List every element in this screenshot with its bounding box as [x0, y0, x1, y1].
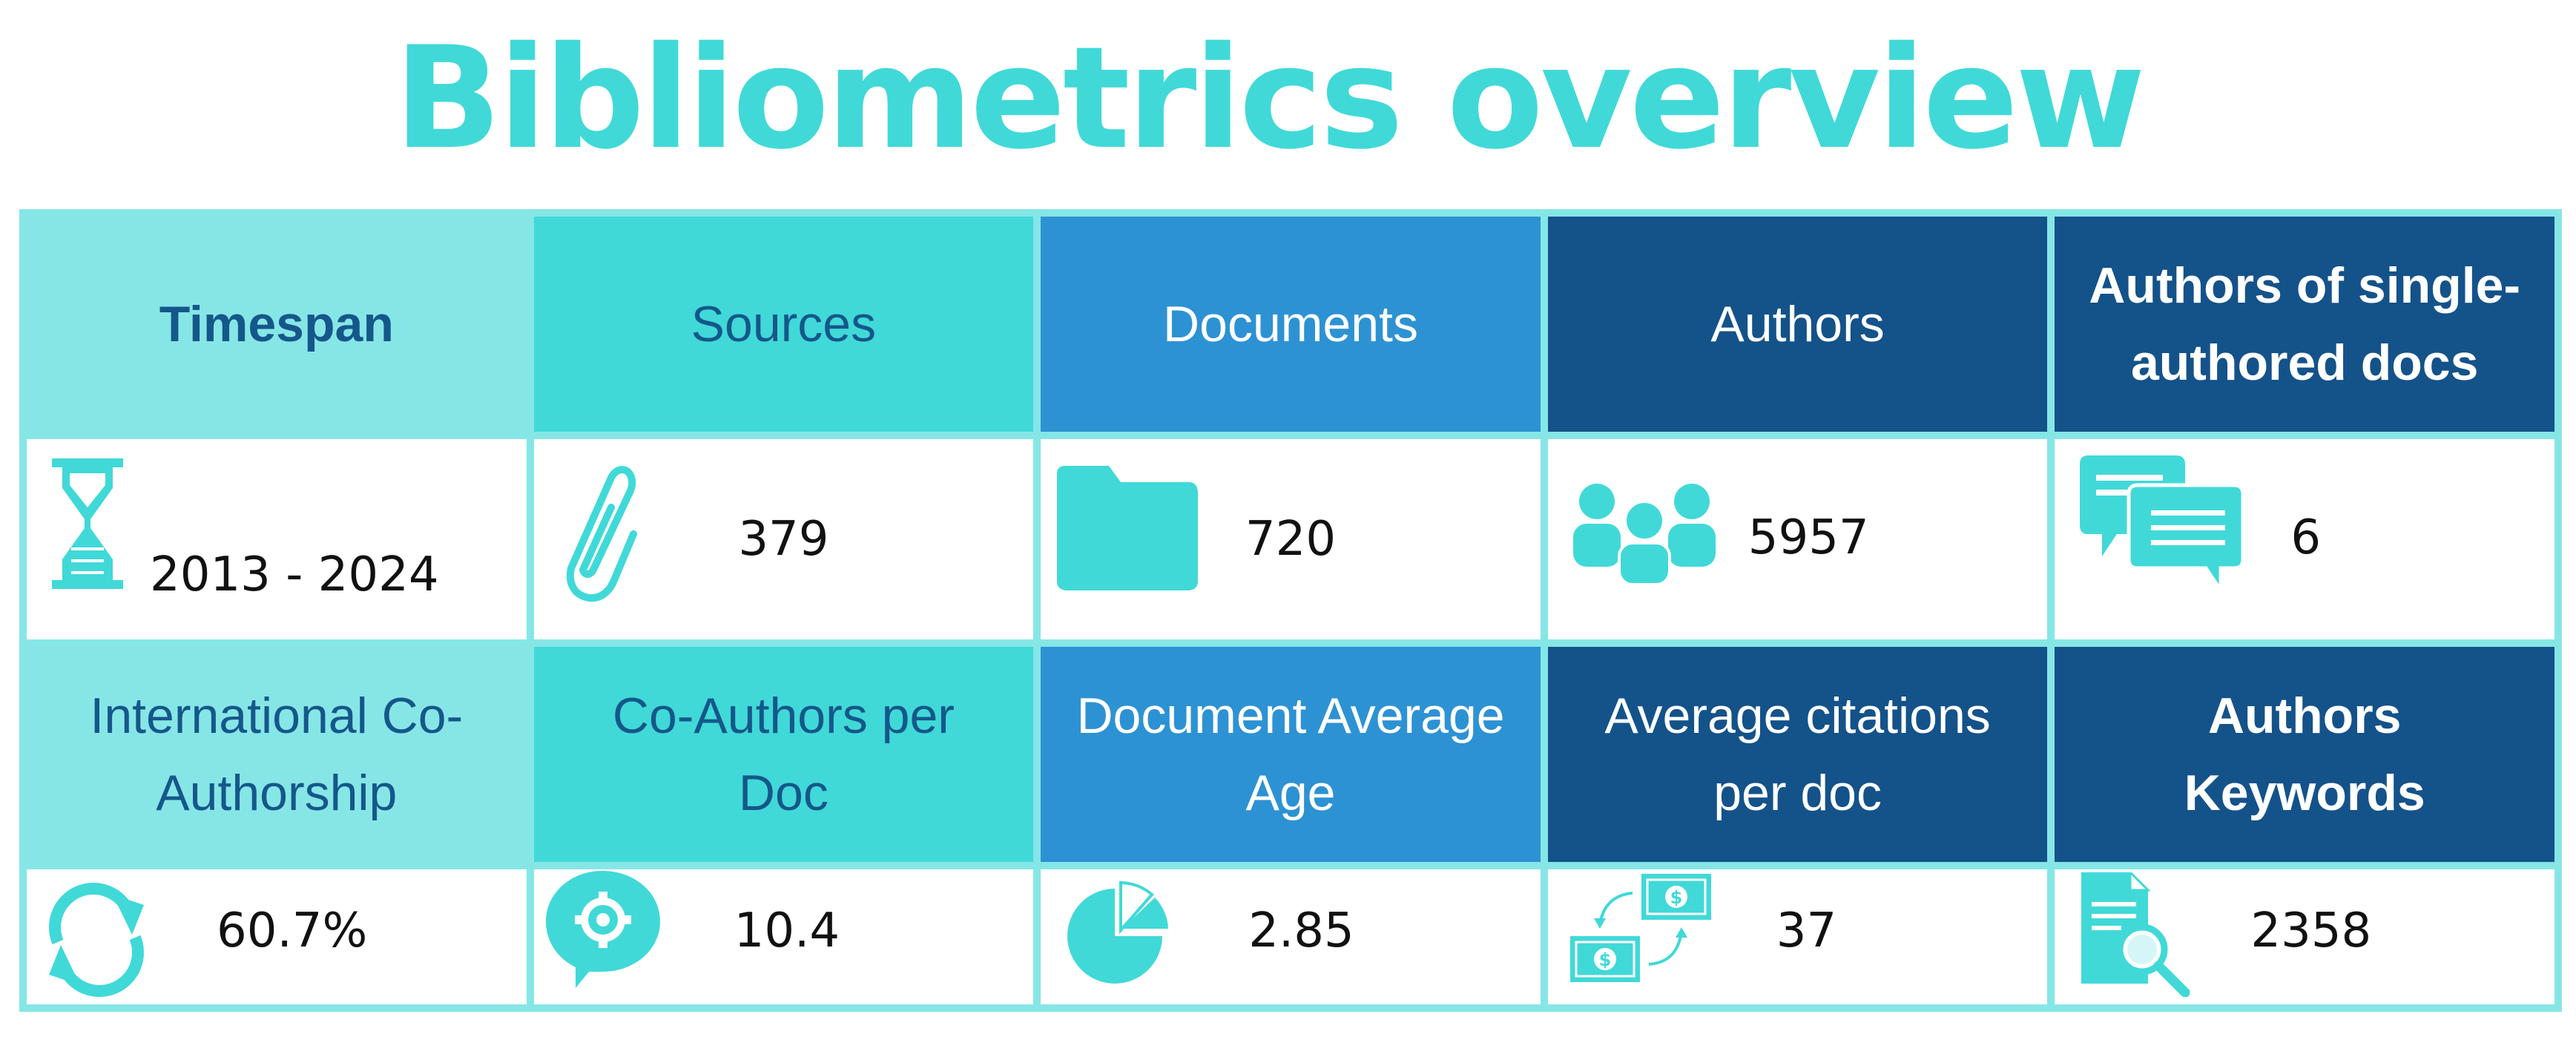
svg-text:$: $: [1670, 887, 1682, 908]
hourglass-icon: [52, 458, 123, 589]
value-cell-author-keywords: 2358: [2055, 869, 2554, 1004]
header-doc-avg-age: Document Average Age: [1041, 647, 1541, 862]
header-author-keywords: Authors Keywords: [2055, 647, 2554, 862]
coauthors-per-doc-value: 10.4: [734, 903, 840, 958]
gear-speech-icon: [545, 871, 660, 988]
timespan-value: 2013 - 2024: [150, 547, 439, 602]
header-authors: Authors: [1547, 217, 2048, 432]
document-search-icon: [2081, 872, 2190, 997]
overview-table: Timespan Sources Documents Authors Autho…: [19, 209, 2562, 1012]
pie-chart-icon: [1067, 881, 1169, 984]
page-title: Bibliometrics overview: [394, 16, 2145, 180]
value-cell-doc-avg-age: 2.85: [1041, 869, 1541, 1004]
value-cell-sources: 379: [533, 439, 1034, 639]
documents-value: 720: [1245, 512, 1337, 567]
paperclip-icon: [566, 466, 637, 602]
header-single-authored: Authors of single-authored docs: [2055, 217, 2554, 432]
value-cell-single-authored: 6: [2055, 439, 2554, 639]
people-icon: [1572, 484, 1716, 585]
value-cell-intl-coauthorship: 60.7%: [27, 869, 527, 1004]
sources-value: 379: [738, 512, 829, 567]
value-cell-authors: 5957: [1547, 439, 2048, 639]
header-documents: Documents: [1041, 217, 1541, 432]
author-keywords-value: 2358: [2250, 903, 2372, 958]
money-exchange-icon: $ $: [1569, 874, 1711, 982]
value-cell-coauthors-per-doc: 10.4: [533, 869, 1034, 1004]
value-cell-avg-citations: $ $ 37: [1547, 869, 2048, 1004]
avg-citations-value: 37: [1776, 903, 1837, 958]
header-avg-citations: Average citations per doc: [1547, 647, 2048, 862]
header-intl-coauthorship: International Co-Authorship: [27, 647, 527, 862]
single-authored-value: 6: [2290, 510, 2322, 565]
authors-value: 5957: [1747, 510, 1869, 565]
doc-avg-age-value: 2.85: [1248, 903, 1354, 958]
chat-bubbles-icon: [2080, 455, 2244, 597]
value-cell-timespan: 2013 - 2024: [27, 439, 527, 639]
intl-coauthorship-value: 60.7%: [217, 903, 368, 958]
header-sources: Sources: [533, 217, 1034, 432]
refresh-arrows-icon: [49, 883, 144, 997]
value-cell-documents: 720: [1041, 439, 1541, 639]
header-timespan: Timespan: [27, 217, 527, 432]
svg-text:$: $: [1598, 949, 1611, 970]
header-coauthors-per-doc: Co-Authors per Doc: [533, 647, 1034, 862]
folder-icon: [1057, 466, 1199, 590]
